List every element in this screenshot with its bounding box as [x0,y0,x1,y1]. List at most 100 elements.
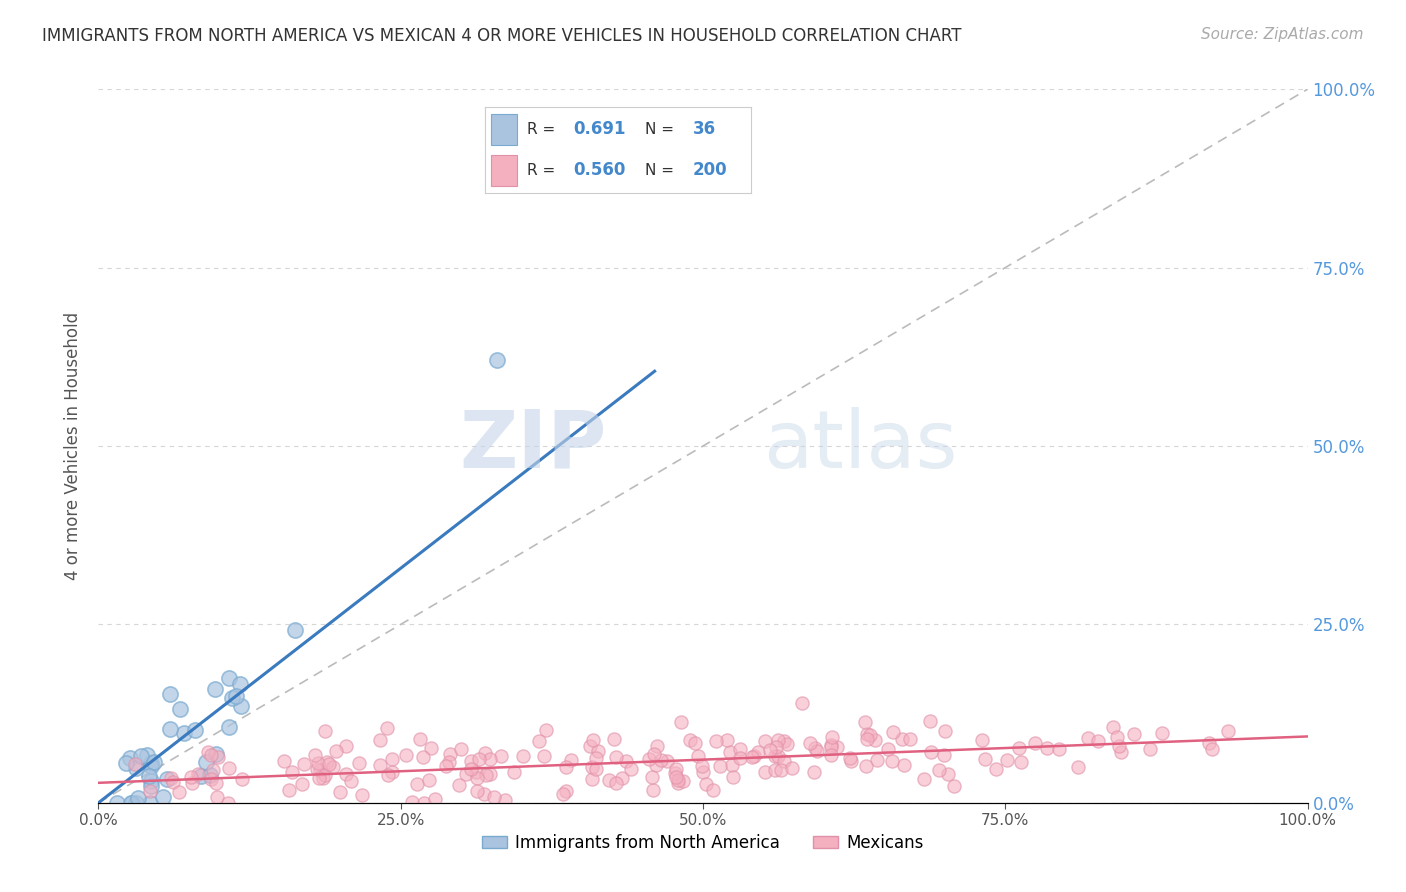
Point [877,742,900,756]
Point [709,759,731,773]
Point [456,767,478,781]
Point [314,767,336,781]
Point [560,753,582,767]
Point [437,755,460,769]
Point [231,772,253,786]
Point [721,770,744,784]
Point [277,783,299,797]
Point [865,732,887,747]
Point [325,744,347,758]
Point [114,756,136,771]
Point [198,767,221,781]
Point [1150,726,1173,740]
Point [207,790,229,805]
Point [159,687,181,701]
Point [273,755,295,769]
Point [912,772,935,786]
Point [423,792,446,806]
Point [763,749,786,764]
Point [197,745,219,759]
Point [307,762,329,776]
Point [614,754,637,768]
Point [105,796,128,810]
Point [318,756,340,771]
Point [581,772,603,786]
Point [638,751,661,765]
Point [716,733,738,747]
Point [202,763,225,777]
Point [231,698,253,713]
Point [205,747,228,761]
Point [312,771,335,785]
Point [765,739,787,754]
Point [890,732,912,747]
Point [368,732,391,747]
Point [799,736,821,750]
Point [664,765,686,780]
Point [460,754,482,768]
Point [856,727,879,741]
Point [1122,727,1144,741]
Point [780,760,803,774]
Point [329,785,352,799]
Point [942,780,965,794]
Point [138,784,160,798]
Point [1047,741,1070,756]
Point [641,770,664,784]
Point [308,771,330,785]
Point [825,739,848,754]
Point [934,724,956,739]
Point [460,763,482,777]
Point [603,732,626,747]
Point [169,702,191,716]
Point [669,714,692,729]
Point [672,773,695,788]
Point [820,747,842,762]
Point [340,774,363,789]
Point [221,690,243,705]
Point [551,788,574,802]
Point [754,733,776,747]
Point [803,765,825,780]
Point [291,777,314,791]
Point [472,787,495,801]
Point [643,747,665,762]
Point [853,714,876,729]
Point [229,677,252,691]
Point [718,746,741,760]
Point [995,753,1018,767]
Point [218,671,240,685]
Point [1035,741,1057,756]
Point [187,767,209,781]
Point [1087,733,1109,747]
Point [184,723,207,738]
Point [155,772,177,786]
Point [465,783,488,797]
Point [1109,745,1132,759]
Point [512,748,534,763]
Point [200,772,222,787]
Text: IMMIGRANTS FROM NORTH AMERICA VS MEXICAN 4 OR MORE VEHICLES IN HOUSEHOLD CORRELA: IMMIGRANTS FROM NORTH AMERICA VS MEXICAN… [42,27,962,45]
Point [489,749,512,764]
Text: ZIP: ZIP [458,407,606,485]
Point [377,768,399,782]
Point [692,764,714,779]
Point [335,739,357,753]
Point [555,760,578,774]
Point [747,745,769,759]
Point [434,759,457,773]
Point [650,753,672,767]
Point [820,738,842,752]
Point [806,743,828,757]
Point [284,623,307,637]
Point [685,736,707,750]
Point [167,785,190,799]
Point [598,773,620,788]
Point [970,733,993,747]
Point [754,765,776,780]
Point [859,729,882,743]
Point [418,773,440,788]
Point [335,766,357,780]
Point [766,748,789,763]
Point [773,754,796,768]
